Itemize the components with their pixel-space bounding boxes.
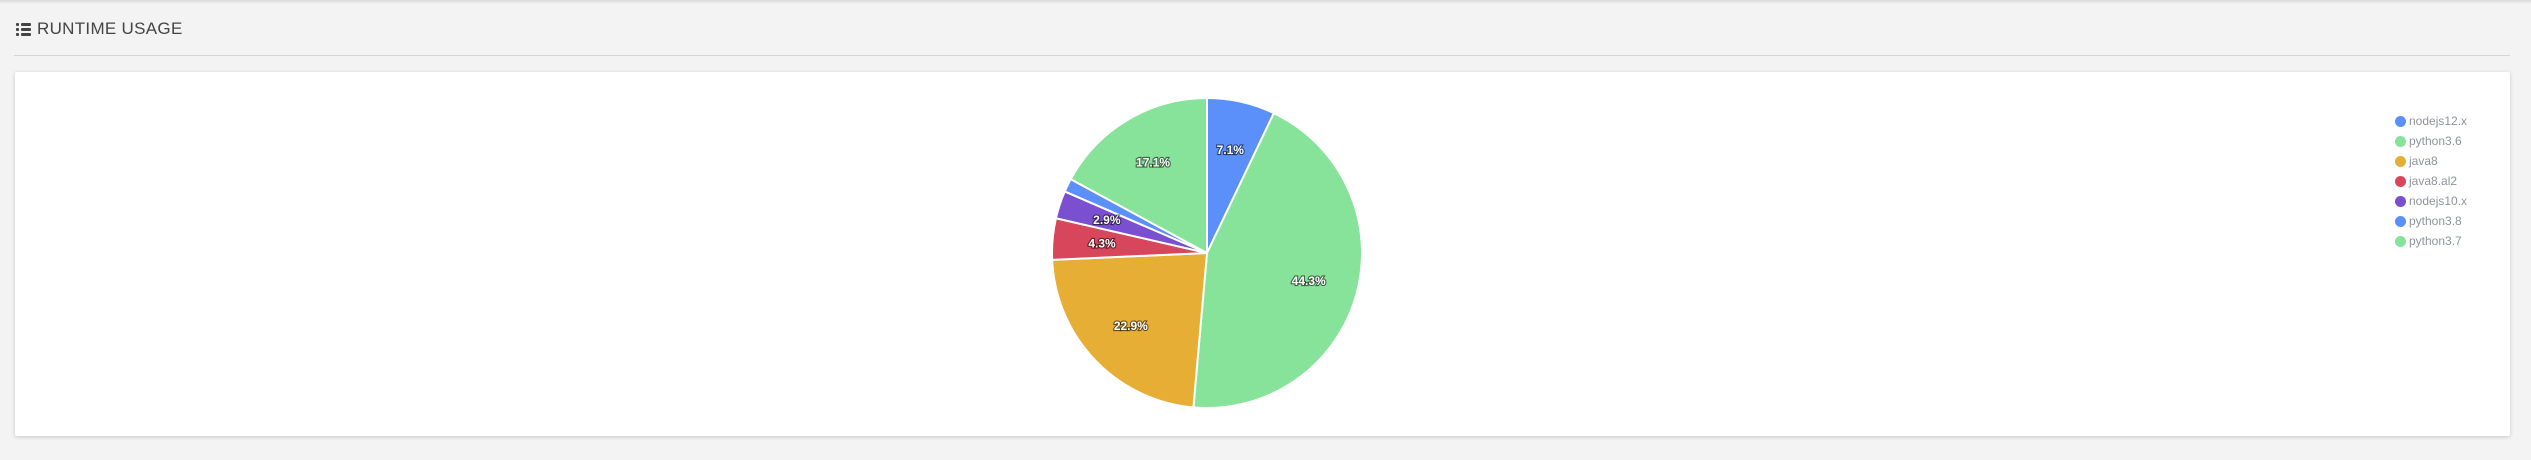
section-header: RUNTIME USAGE xyxy=(16,17,183,41)
legend-swatch xyxy=(2395,216,2406,227)
runtime-pie-chart: 7.1% 44.3% 22.9% 4.3% 2.9% 17.1% xyxy=(15,72,2510,436)
pie-data-label: 2.9% xyxy=(1093,213,1121,227)
pie-data-label: 7.1% xyxy=(1217,143,1245,157)
chart-legend: nodejs12.x python3.6 java8 java8.al2 nodejs1… xyxy=(2395,111,2467,251)
legend-swatch xyxy=(2395,196,2406,207)
legend-swatch xyxy=(2395,176,2406,187)
pie-data-label: 4.3% xyxy=(1088,236,1116,250)
runtime-usage-card: 7.1% 44.3% 22.9% 4.3% 2.9% 17.1% nodejs12.x py… xyxy=(15,72,2510,436)
legend-item-python3-6[interactable]: python3.6 xyxy=(2395,131,2467,151)
legend-item-java8[interactable]: java8 xyxy=(2395,151,2467,171)
section-title: RUNTIME USAGE xyxy=(37,19,183,39)
legend-item-python3-7[interactable]: python3.7 xyxy=(2395,231,2467,251)
legend-item-java8-al2[interactable]: java8.al2 xyxy=(2395,171,2467,191)
legend-swatch xyxy=(2395,156,2406,167)
pie-data-label: 44.3% xyxy=(1292,274,1326,288)
legend-item-nodejs10-x[interactable]: nodejs10.x xyxy=(2395,191,2467,211)
pie-data-label: 17.1% xyxy=(1136,155,1170,169)
legend-label: python3.7 xyxy=(2409,234,2462,248)
legend-label: nodejs10.x xyxy=(2409,194,2467,208)
top-bar-shadow xyxy=(0,0,2531,4)
legend-label: python3.8 xyxy=(2409,214,2462,228)
legend-label: python3.6 xyxy=(2409,134,2462,148)
legend-swatch xyxy=(2395,236,2406,247)
legend-label: java8.al2 xyxy=(2409,174,2457,188)
section-divider xyxy=(14,55,2510,56)
legend-item-python3-8[interactable]: python3.8 xyxy=(2395,211,2467,231)
legend-swatch xyxy=(2395,116,2406,127)
legend-label: java8 xyxy=(2409,154,2438,168)
legend-swatch xyxy=(2395,136,2406,147)
legend-label: nodejs12.x xyxy=(2409,114,2467,128)
pie-data-label: 22.9% xyxy=(1114,319,1148,333)
legend-item-nodejs12-x[interactable]: nodejs12.x xyxy=(2395,111,2467,131)
list-icon xyxy=(16,23,31,36)
